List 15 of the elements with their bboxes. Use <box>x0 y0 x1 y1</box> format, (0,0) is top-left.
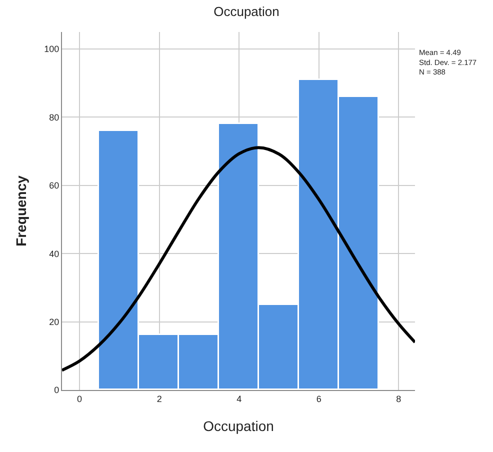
line-series <box>62 146 415 372</box>
x-tick-label: 8 <box>396 394 402 404</box>
x-tick-label: 4 <box>236 394 242 404</box>
y-axis-title: Frequency <box>12 175 29 246</box>
x-tick-label: 6 <box>316 394 322 404</box>
x-tick-label: 0 <box>77 394 82 404</box>
y-tick-label: 40 <box>49 248 60 259</box>
x-tick-label: 2 <box>156 394 162 404</box>
x-axis-title: Occupation <box>203 418 274 434</box>
y-tick-label: 80 <box>49 112 60 122</box>
y-tick-label: 60 <box>49 180 60 191</box>
chart-title: Occupation <box>214 4 280 19</box>
y-tick-label: 0 <box>54 385 60 396</box>
y-tick-label: 100 <box>44 44 60 54</box>
y-tick-label: 20 <box>49 316 60 327</box>
